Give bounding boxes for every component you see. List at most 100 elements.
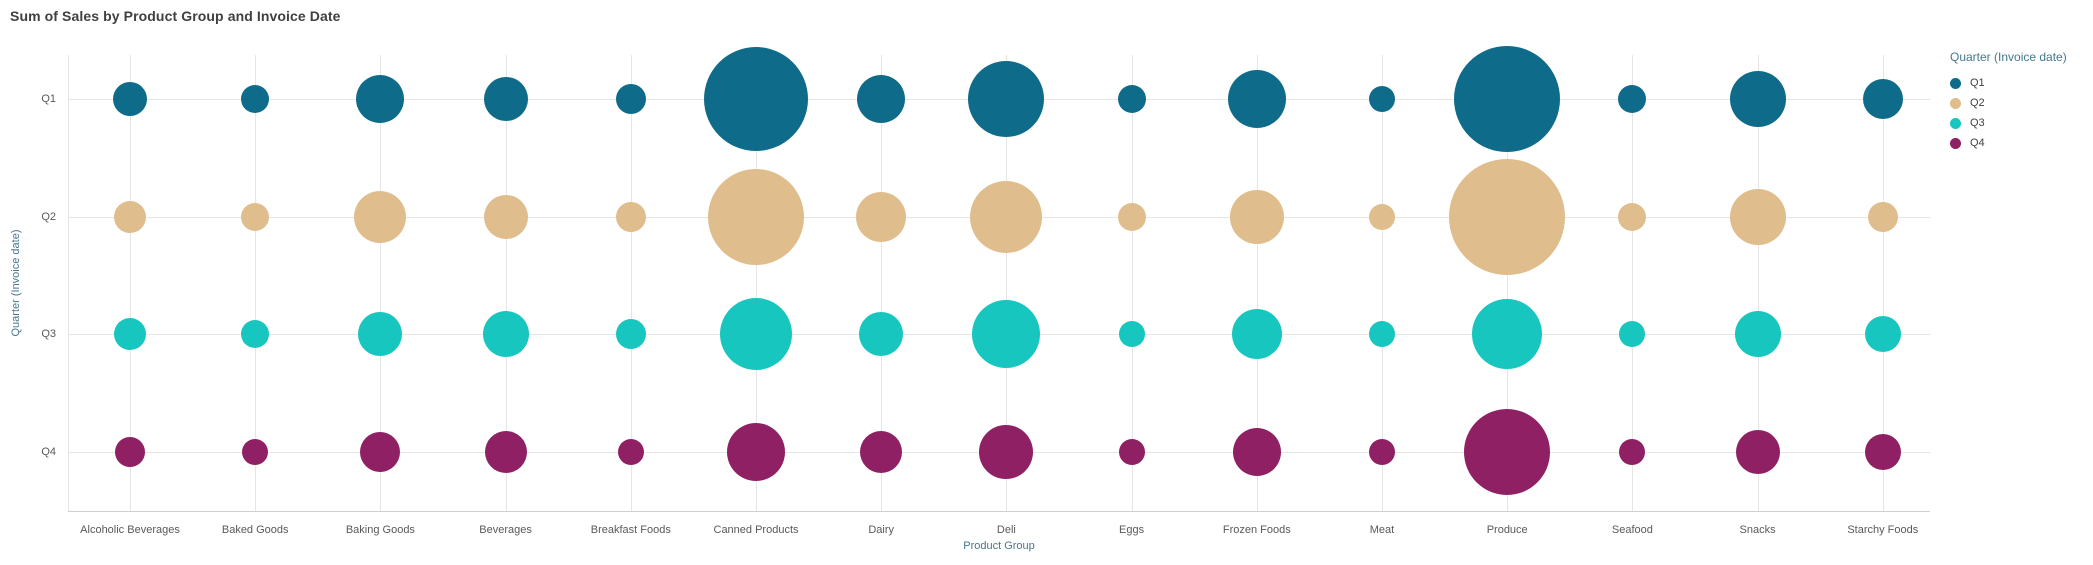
bubble-q4-alcoholic-beverages[interactable] — [115, 437, 145, 468]
gridline — [756, 55, 757, 511]
x-tick-alcoholic-beverages[interactable]: Alcoholic Beverages — [80, 524, 180, 536]
bubble-q3-meat[interactable] — [1369, 321, 1395, 348]
bubble-q1-starchy-foods[interactable] — [1862, 79, 1903, 119]
bubble-q3-breakfast-foods[interactable] — [615, 319, 646, 350]
bubble-q4-baking-goods[interactable] — [360, 432, 401, 473]
x-tick-frozen-foods[interactable]: Frozen Foods — [1222, 524, 1291, 536]
bubble-q3-alcoholic-beverages[interactable] — [114, 318, 146, 351]
bubble-q1-breakfast-foods[interactable] — [615, 84, 646, 114]
legend-item-label: Q4 — [1970, 137, 1985, 149]
y-tick-q3[interactable]: Q3 — [41, 328, 56, 341]
x-tick-starchy-foods[interactable]: Starchy Foods — [1847, 524, 1919, 536]
x-tick-seafood[interactable]: Seafood — [1611, 524, 1653, 536]
bubble-q2-snacks[interactable] — [1729, 188, 1786, 245]
bubble-q2-breakfast-foods[interactable] — [615, 201, 646, 232]
bubble-q1-seafood[interactable] — [1618, 85, 1647, 113]
x-tick-breakfast-foods[interactable]: Breakfast Foods — [590, 524, 671, 536]
chart-title: Sum of Sales by Product Group and Invoic… — [10, 8, 341, 24]
bubble-q4-eggs[interactable] — [1118, 439, 1145, 466]
bubble-q3-seafood[interactable] — [1619, 321, 1646, 348]
legend-dot-q2 — [1950, 97, 1961, 109]
bubble-q2-alcoholic-beverages[interactable] — [114, 200, 146, 233]
bubble-q2-baked-goods[interactable] — [241, 202, 270, 231]
bubble-q1-beverages[interactable] — [483, 77, 528, 121]
bubble-q4-baked-goods[interactable] — [242, 439, 269, 466]
bubble-q1-baking-goods[interactable] — [356, 75, 405, 123]
x-tick-baking-goods[interactable]: Baking Goods — [345, 524, 415, 536]
bubble-q3-dairy[interactable] — [859, 312, 904, 357]
gridline — [1882, 55, 1884, 511]
legend-item-q4[interactable]: Q4 — [1950, 133, 2090, 153]
y-tick-q2[interactable]: Q2 — [41, 210, 56, 223]
legend-dot-q4 — [1950, 137, 1961, 149]
legend-item-q1[interactable]: Q1 — [1950, 73, 2090, 93]
bubble-q2-eggs[interactable] — [1117, 202, 1146, 231]
bubble-q1-dairy[interactable] — [857, 75, 906, 123]
bubble-q1-baked-goods[interactable] — [241, 85, 270, 113]
gridline — [1256, 55, 1258, 511]
bubble-q4-snacks[interactable] — [1735, 430, 1780, 475]
x-tick-canned-products[interactable]: Canned Products — [713, 524, 799, 536]
bubble-q3-eggs[interactable] — [1118, 321, 1145, 348]
bubble-q3-canned-products[interactable] — [720, 298, 792, 371]
gridline — [881, 55, 883, 511]
bubble-q2-dairy[interactable] — [856, 191, 907, 242]
bubble-q3-baking-goods[interactable] — [358, 312, 403, 357]
gridline — [1507, 55, 1509, 511]
x-tick-produce[interactable]: Produce — [1486, 524, 1528, 536]
bubble-q1-frozen-foods[interactable] — [1227, 70, 1286, 128]
bubble-q4-starchy-foods[interactable] — [1864, 434, 1901, 471]
gridline — [1757, 55, 1759, 511]
bubble-q2-canned-products[interactable] — [708, 168, 804, 265]
bubble-q4-seafood[interactable] — [1619, 439, 1646, 466]
bubble-q3-frozen-foods[interactable] — [1231, 309, 1282, 360]
bubble-q3-starchy-foods[interactable] — [1864, 316, 1901, 353]
legend-dot-q1 — [1950, 77, 1961, 89]
bubble-q1-produce[interactable] — [1454, 46, 1561, 152]
legend-item-label: Q1 — [1970, 77, 1985, 89]
bubble-q2-frozen-foods[interactable] — [1229, 189, 1284, 244]
bubble-q4-dairy[interactable] — [860, 431, 903, 474]
bubble-q2-seafood[interactable] — [1618, 202, 1647, 231]
y-tick-q1[interactable]: Q1 — [41, 93, 56, 105]
bubble-q1-canned-products[interactable] — [704, 47, 808, 151]
bubble-q2-baking-goods[interactable] — [354, 190, 407, 243]
bubble-q2-beverages[interactable] — [483, 194, 528, 239]
x-tick-meat[interactable]: Meat — [1369, 524, 1395, 536]
gridline — [1006, 55, 1008, 511]
bubble-q1-eggs[interactable] — [1117, 85, 1146, 113]
bubble-q1-meat[interactable] — [1369, 86, 1395, 112]
bubble-q3-baked-goods[interactable] — [241, 320, 270, 349]
bubble-q4-deli[interactable] — [979, 425, 1034, 480]
bubble-q2-meat[interactable] — [1369, 203, 1395, 230]
bubble-q4-produce[interactable] — [1464, 409, 1551, 496]
legend-title: Quarter (Invoice date) — [1950, 50, 2067, 64]
bubble-q3-produce[interactable] — [1472, 299, 1543, 370]
bubble-q1-alcoholic-beverages[interactable] — [113, 82, 147, 116]
legend-item-q3[interactable]: Q3 — [1950, 113, 2090, 133]
legend-item-label: Q2 — [1970, 97, 1985, 109]
bubble-q4-breakfast-foods[interactable] — [617, 439, 644, 466]
x-tick-baked-goods[interactable]: Baked Goods — [221, 524, 289, 536]
bubble-q2-starchy-foods[interactable] — [1867, 201, 1898, 232]
bubble-q2-produce[interactable] — [1449, 158, 1566, 275]
bubble-q4-beverages[interactable] — [484, 431, 527, 474]
x-tick-deli[interactable]: Deli — [996, 524, 1016, 536]
x-tick-dairy[interactable]: Dairy — [868, 524, 895, 536]
y-tick-q4[interactable]: Q4 — [41, 446, 56, 459]
legend-item-q2[interactable]: Q2 — [1950, 93, 2090, 113]
bubble-q4-frozen-foods[interactable] — [1232, 428, 1281, 477]
bubble-q2-deli[interactable] — [970, 180, 1043, 253]
x-tick-beverages[interactable]: Beverages — [479, 524, 532, 536]
bubble-q3-snacks[interactable] — [1734, 311, 1781, 358]
bubble-q1-snacks[interactable] — [1729, 71, 1786, 127]
legend-item-label: Q3 — [1970, 117, 1985, 129]
x-tick-eggs[interactable]: Eggs — [1119, 524, 1145, 536]
bubble-q1-deli[interactable] — [968, 61, 1045, 137]
bubble-q4-canned-products[interactable] — [727, 423, 785, 482]
x-tick-snacks[interactable]: Snacks — [1739, 524, 1776, 536]
bubble-q3-deli[interactable] — [972, 300, 1041, 369]
bubble-q3-beverages[interactable] — [482, 311, 529, 358]
legend-dot-q3 — [1950, 117, 1961, 129]
bubble-q4-meat[interactable] — [1369, 439, 1395, 466]
